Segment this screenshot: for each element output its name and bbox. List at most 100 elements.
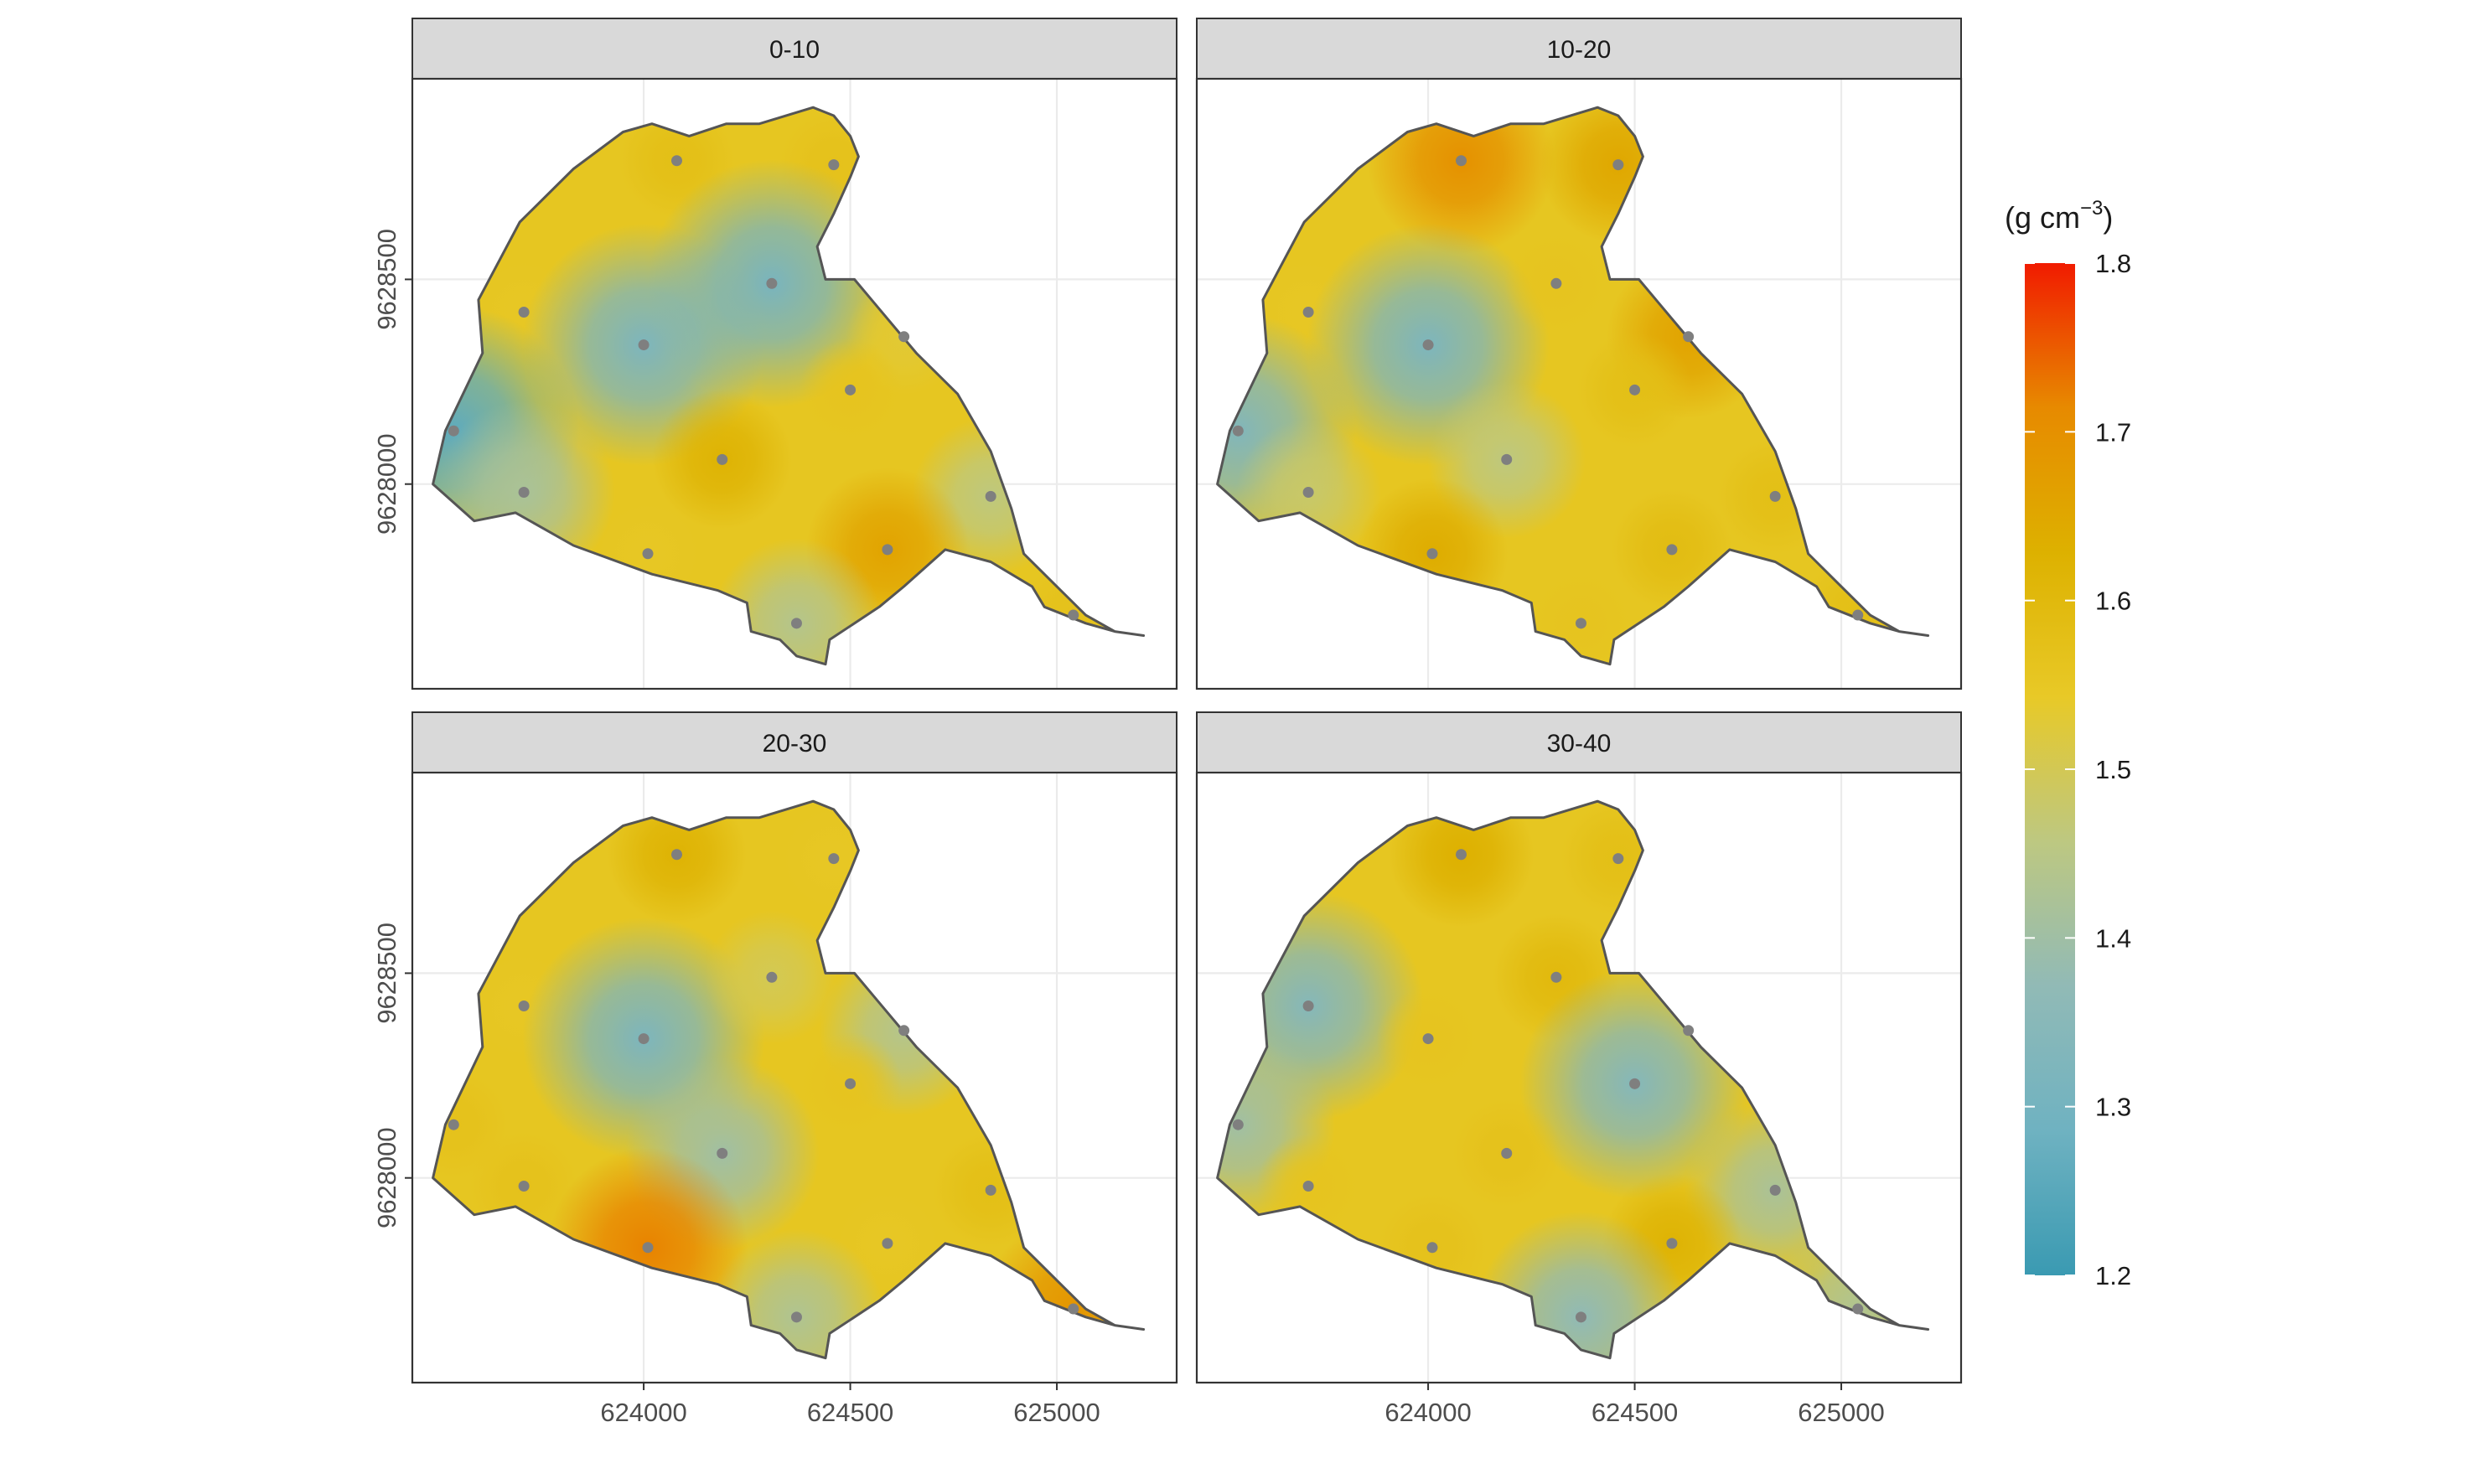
legend-tick-label: 1.8 xyxy=(2095,249,2131,278)
facet-strip xyxy=(411,18,1177,80)
sample-point xyxy=(1629,384,1641,396)
sample-point xyxy=(1852,609,1864,621)
sample-points xyxy=(1232,155,1864,629)
facet-strip xyxy=(1196,711,1962,773)
legend-tick-label: 1.4 xyxy=(2095,923,2131,953)
sample-point xyxy=(642,548,654,560)
panel-border xyxy=(1195,77,1963,690)
legend-tick-label: 1.6 xyxy=(2095,587,2131,616)
sample-point xyxy=(642,1242,654,1254)
sample-point xyxy=(1769,490,1781,502)
sample-point xyxy=(1232,1119,1244,1130)
sample-point xyxy=(1302,1000,1314,1011)
facet-panel-20-30: 20-30 624000 624500 625000 9628000 9628500 xyxy=(372,711,1178,1427)
y-tick-label: 9628000 xyxy=(372,1127,401,1228)
sample-point xyxy=(448,425,459,437)
facet-strip-label: 20-30 xyxy=(763,730,827,758)
facet-panel-0-10: 0-10 9628000 9628500 xyxy=(372,18,1178,690)
region-boundary xyxy=(1216,106,1930,666)
panel-border xyxy=(411,771,1178,1384)
legend-tick-label: 1.7 xyxy=(2095,417,2131,447)
sample-point xyxy=(1232,425,1244,437)
sample-point xyxy=(882,1238,893,1249)
sample-point xyxy=(1575,1311,1586,1323)
sample-point xyxy=(1456,155,1467,167)
facet-strip xyxy=(411,711,1177,773)
color-legend: (g cm−3) 1.2 1.3 1.4 1.5 1.6 1.7 1.8 xyxy=(2005,197,2131,1290)
sample-point xyxy=(1302,306,1314,318)
x-tick-label: 624000 xyxy=(1385,1398,1471,1427)
x-tick-label: 625000 xyxy=(1798,1398,1884,1427)
sample-point xyxy=(1501,1147,1513,1159)
panel-border xyxy=(1195,771,1963,1384)
y-tick-label: 9628000 xyxy=(372,433,401,535)
sample-point xyxy=(1302,1180,1314,1192)
sample-point xyxy=(882,544,893,556)
sample-point xyxy=(985,490,996,502)
sample-point xyxy=(766,277,778,289)
sample-point xyxy=(898,331,910,343)
sample-point xyxy=(518,486,530,498)
sample-point xyxy=(1666,1238,1678,1249)
region-boundary xyxy=(1216,799,1930,1360)
sample-point xyxy=(1683,331,1695,343)
facet-strip-label: 0-10 xyxy=(769,36,820,64)
sample-point xyxy=(1666,544,1678,556)
sample-point xyxy=(1068,609,1079,621)
y-tick-label: 9628500 xyxy=(372,229,401,330)
sample-point xyxy=(1426,1242,1438,1254)
sample-point xyxy=(518,306,530,318)
facet-strip-label: 10-20 xyxy=(1547,36,1612,64)
sample-point xyxy=(717,1147,728,1159)
legend-tick-label: 1.5 xyxy=(2095,755,2131,784)
panel-border xyxy=(411,77,1178,690)
sample-points xyxy=(448,849,1079,1323)
facet-panel-30-40: 30-40 624000 624500 625000 xyxy=(1195,711,1963,1427)
sample-point xyxy=(1426,548,1438,560)
sample-point xyxy=(790,1311,802,1323)
legend-tick-label: 1.3 xyxy=(2095,1093,2131,1122)
sample-point xyxy=(1629,1078,1641,1089)
sample-point xyxy=(985,1184,996,1196)
sample-point xyxy=(1769,1184,1781,1196)
x-tick-label: 624500 xyxy=(1592,1398,1678,1427)
sample-point xyxy=(1852,1303,1864,1315)
region-boundary xyxy=(432,799,1146,1360)
sample-point xyxy=(828,159,840,171)
x-tick-label: 625000 xyxy=(1013,1398,1100,1427)
x-tick-label: 624000 xyxy=(600,1398,686,1427)
sample-point xyxy=(717,453,728,465)
sample-point xyxy=(1612,853,1624,865)
sample-point xyxy=(766,971,778,983)
facet-strip-label: 30-40 xyxy=(1547,730,1612,758)
sample-point xyxy=(1501,453,1513,465)
sample-point xyxy=(518,1180,530,1192)
sample-point xyxy=(448,1119,459,1130)
sample-point xyxy=(1068,1303,1079,1315)
sample-points xyxy=(1232,849,1864,1323)
sample-point xyxy=(845,1078,857,1089)
sample-point xyxy=(1422,339,1434,351)
sample-point xyxy=(1456,849,1467,861)
sample-point xyxy=(790,618,802,629)
facet-strip xyxy=(1196,18,1962,80)
sample-point xyxy=(1575,618,1586,629)
sample-point xyxy=(1550,971,1562,983)
sample-point xyxy=(518,1000,530,1011)
sample-point xyxy=(898,1025,910,1037)
x-tick-label: 624500 xyxy=(807,1398,893,1427)
y-tick-label: 9628500 xyxy=(372,923,401,1024)
sample-point xyxy=(1550,277,1562,289)
legend-tick-label: 1.2 xyxy=(2095,1261,2131,1290)
facet-panels: 0-10 9628000 9628500 10-20 20-30 624000 624500… xyxy=(372,18,1963,1427)
legend-title: (g cm−3) xyxy=(2005,197,2113,235)
sample-point xyxy=(845,384,857,396)
sample-point xyxy=(1422,1033,1434,1045)
sample-point xyxy=(671,849,683,861)
sample-point xyxy=(1612,159,1624,171)
sample-point xyxy=(638,1033,650,1045)
sample-point xyxy=(671,155,683,167)
sample-points xyxy=(448,155,1079,629)
facet-panel-10-20: 10-20 xyxy=(1195,18,1963,690)
